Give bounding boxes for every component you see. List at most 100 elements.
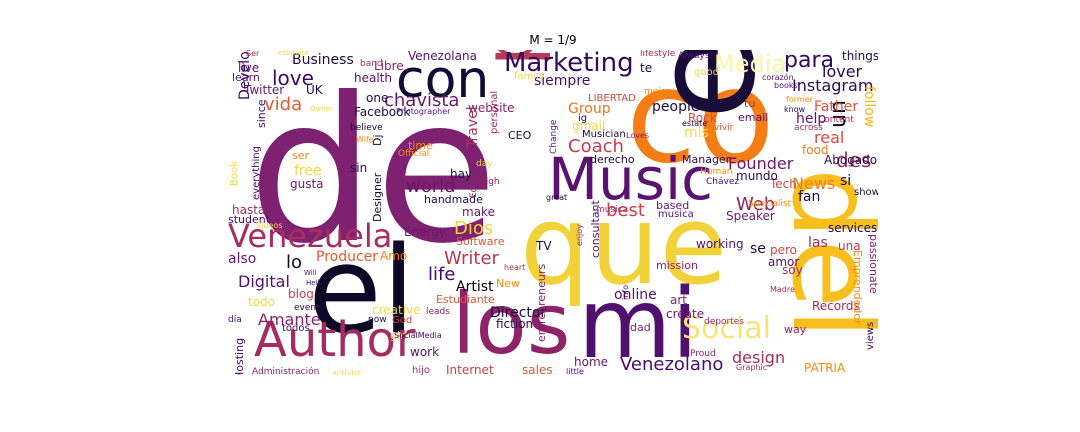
word-make: make	[462, 205, 495, 219]
word-venezolano: Venezolano	[620, 354, 724, 375]
word-lover: lover	[822, 62, 863, 81]
word-mission: mission	[656, 259, 698, 272]
word-leads: leads	[426, 307, 450, 317]
word-proud: Proud	[690, 349, 716, 359]
word-blog: blog	[288, 287, 314, 301]
word-will: Will	[304, 269, 317, 277]
word-derecho: derecho	[590, 153, 635, 166]
word-enjoy: enjoy	[575, 224, 584, 246]
word-mundo: mundo	[736, 169, 778, 183]
word-graphic: Graphic	[736, 363, 768, 372]
word-tv: TV	[536, 239, 552, 253]
word-cloud: decoqueelendellosmiporMusicconAuthorVene…	[228, 50, 878, 375]
word-amor: amor	[768, 255, 800, 269]
word-amo: Amo	[380, 249, 408, 263]
word-world: world	[406, 176, 456, 197]
word-producer: Producer	[316, 249, 379, 265]
word-passionate: passionate	[867, 234, 878, 294]
word-entrepreneurs: entrepreneurs	[535, 263, 548, 342]
word-business: Business	[292, 52, 354, 68]
word-madre: Madre	[770, 285, 795, 294]
word-handmade: handmade	[424, 193, 483, 206]
word-mi: mi	[578, 268, 699, 375]
word-online: online	[614, 287, 657, 303]
word-para: para	[784, 50, 834, 73]
word-food: food	[802, 143, 829, 157]
word-marketing: Marketing	[504, 50, 634, 78]
word-one: one	[366, 91, 389, 105]
word-now: now	[368, 315, 387, 325]
word-email: email	[738, 111, 769, 124]
word-gusta: gusta	[290, 177, 324, 191]
word-founder: Founder	[728, 154, 794, 173]
word-great: great	[546, 193, 568, 202]
word-time: time	[408, 139, 433, 152]
word-father: Father	[814, 99, 859, 115]
word-personal: personal	[489, 90, 500, 134]
word-soy: soy	[782, 263, 803, 277]
word-con: con	[396, 50, 490, 110]
word-real: real	[814, 128, 845, 147]
word-co: co	[626, 50, 775, 192]
word-help: help	[796, 111, 827, 127]
word-siempre: siempre	[534, 73, 591, 89]
word-lifestyle: lifestyle	[640, 50, 676, 59]
word-editor: Editor	[469, 171, 479, 198]
word-artist: Artist	[456, 279, 494, 295]
word-wife: Wife	[356, 135, 374, 144]
word-activist: activist	[332, 369, 361, 376]
word-ceo: CEO	[508, 129, 532, 142]
word-hell: Hell	[306, 279, 320, 287]
word-things: things	[842, 50, 878, 63]
word-designer: Designer	[371, 172, 384, 222]
word-based: based	[656, 199, 690, 212]
word-venezuela: Venezuela	[228, 217, 393, 255]
word-official: Official	[398, 149, 430, 159]
word-emprendedor: Emprendedor	[851, 250, 864, 325]
word-fan: fan	[798, 189, 821, 205]
word-estimate: estimate	[278, 50, 309, 57]
word-internet: Internet	[446, 363, 494, 375]
word-vida: vida	[264, 94, 303, 115]
word-services: services	[828, 221, 878, 235]
word-d-a: día	[228, 315, 242, 325]
word-musician: Musician	[582, 129, 626, 140]
word-high: high	[480, 177, 500, 187]
word-sin: sin	[350, 161, 368, 175]
word-owner: Owner	[310, 105, 333, 113]
word-love: love	[272, 66, 314, 90]
word-coach: Coach	[568, 136, 624, 157]
word-writer: Writer	[444, 248, 499, 269]
word-ch-vez: Chávez	[706, 177, 740, 187]
word-way: way	[784, 323, 807, 336]
word-god: God	[392, 315, 413, 326]
word-info: info	[621, 284, 630, 300]
word-content: Content	[818, 115, 854, 125]
word-las: las	[808, 235, 828, 251]
word-libertad: LIBERTAD	[588, 93, 636, 104]
word-dad: dad	[630, 321, 651, 334]
word-deportes: deportes	[704, 317, 744, 327]
word-software: Software	[456, 235, 505, 248]
word-libre: Libre	[374, 59, 404, 73]
word-que: que	[520, 181, 728, 309]
word-mis: mis	[684, 125, 709, 141]
word-records: Records	[812, 299, 860, 313]
word-events: events	[294, 303, 325, 313]
word-student: student	[228, 213, 271, 226]
word-te: te	[640, 61, 653, 75]
word-hijo: hijo	[412, 365, 431, 376]
word-administraci-n: Administración	[252, 367, 320, 376]
word-manager: Manager	[682, 153, 731, 166]
word-energy: Energy	[404, 225, 447, 239]
word-speaker: Speaker	[726, 209, 775, 223]
word-des: des	[836, 148, 872, 172]
word-loves: Loves	[626, 131, 650, 140]
word-digital: Digital	[238, 272, 290, 291]
word-working: working	[696, 237, 744, 251]
word-todo: todo	[248, 295, 276, 309]
word-photographer: Photographer	[396, 107, 451, 116]
word-sales: sales	[522, 363, 553, 375]
word-ser: ser	[292, 149, 310, 162]
word-human: Human	[700, 167, 733, 177]
